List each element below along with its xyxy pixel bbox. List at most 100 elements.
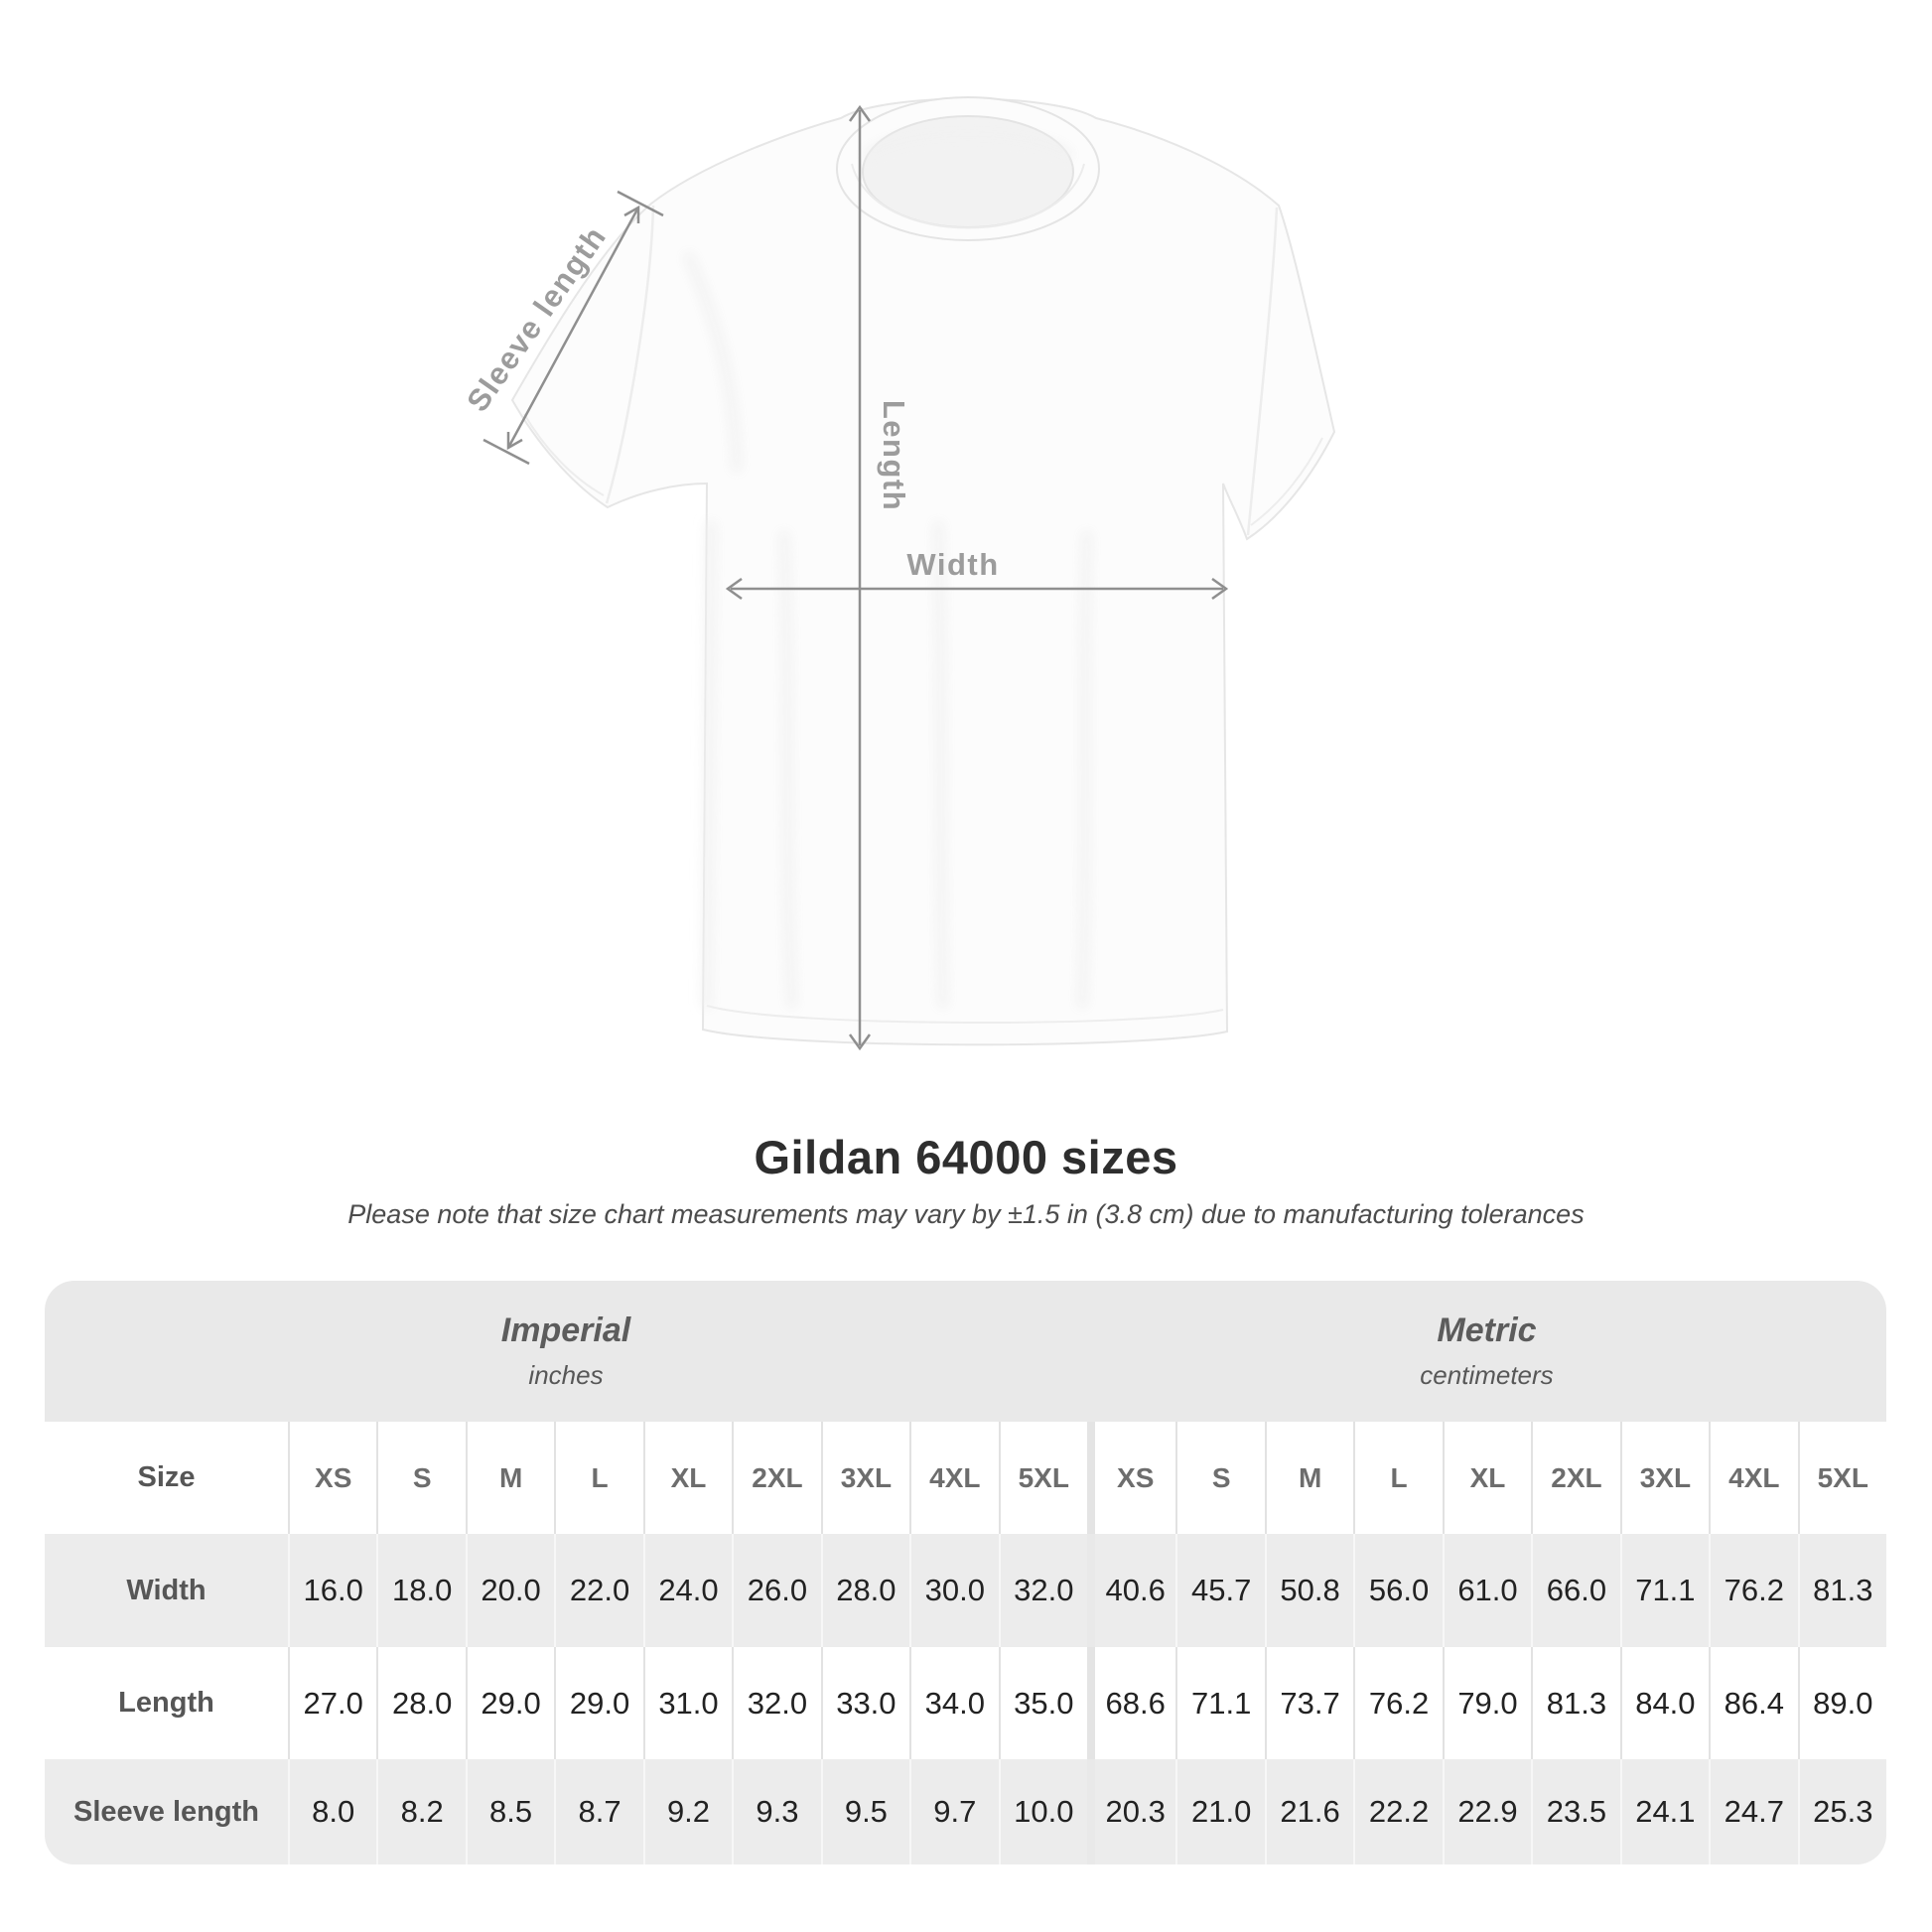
table-cell: 56.0 xyxy=(1353,1534,1442,1647)
length-dimension-label: Length xyxy=(877,400,911,511)
table-cell: 9.5 xyxy=(820,1759,909,1864)
table-cell: 24.1 xyxy=(1619,1759,1709,1864)
table-cell: 21.0 xyxy=(1175,1759,1264,1864)
table-cell: 24.0 xyxy=(642,1534,732,1647)
size-col-header: L xyxy=(1353,1422,1442,1534)
imperial-label: Imperial xyxy=(500,1311,631,1349)
table-cell: 86.4 xyxy=(1709,1647,1797,1759)
table-cell: 71.1 xyxy=(1619,1534,1709,1647)
table-cell: 27.0 xyxy=(288,1647,376,1759)
tshirt-shape xyxy=(510,96,1336,1046)
table-cell: 32.0 xyxy=(732,1647,820,1759)
table-cell: 9.3 xyxy=(732,1759,820,1864)
table-cell: 30.0 xyxy=(909,1534,998,1647)
arrow-downleft-icon xyxy=(506,432,523,451)
size-row-label: Size xyxy=(137,1461,196,1493)
size-col-header: XL xyxy=(642,1422,732,1534)
size-table: Imperial inches Metric centimeters Size … xyxy=(45,1281,1886,1864)
size-col-header: 4XL xyxy=(909,1422,998,1534)
table-cell: 45.7 xyxy=(1175,1534,1264,1647)
table-cell: 68.6 xyxy=(1086,1647,1175,1759)
tshirt-diagram: Width Length Sleeve length xyxy=(357,55,1390,1087)
table-cell: 76.2 xyxy=(1353,1647,1442,1759)
table-cell: 81.3 xyxy=(1531,1647,1619,1759)
size-col-header: 5XL xyxy=(1797,1422,1886,1534)
table-cell: 9.7 xyxy=(909,1759,998,1864)
table-cell: 24.7 xyxy=(1709,1759,1797,1864)
size-col-header: 4XL xyxy=(1709,1422,1797,1534)
imperial-header: Imperial inches xyxy=(45,1281,1087,1422)
table-cell: 50.8 xyxy=(1264,1534,1353,1647)
size-col-header: M xyxy=(465,1422,554,1534)
table-cell: 26.0 xyxy=(732,1534,820,1647)
page-title: Gildan 64000 sizes xyxy=(754,1131,1178,1183)
size-col-header: XS xyxy=(1086,1422,1175,1534)
dimension-lines xyxy=(483,104,1229,1051)
size-col-header: 2XL xyxy=(1531,1422,1619,1534)
table-row-width: Width 16.0 18.0 20.0 22.0 24.0 26.0 28.0 30.0 32… xyxy=(45,1534,1886,1647)
table-cell: 8.5 xyxy=(465,1759,554,1864)
sleeve-end-tick-bottom xyxy=(483,438,530,466)
table-cell: 22.9 xyxy=(1442,1759,1531,1864)
table-cell: 21.6 xyxy=(1264,1759,1353,1864)
table-cell: 23.5 xyxy=(1531,1759,1619,1864)
size-col-header: 3XL xyxy=(1619,1422,1709,1534)
row-label: Width xyxy=(126,1574,207,1606)
size-col-header: 2XL xyxy=(732,1422,820,1534)
width-dimension-label: Width xyxy=(906,547,999,582)
table-cell: 18.0 xyxy=(376,1534,465,1647)
size-header-row: Size XS S M L XL 2XL 3XL 4XL 5XL XS S M L XL 2XL 3XL 4XL… xyxy=(45,1422,1886,1534)
table-cell: 8.7 xyxy=(554,1759,642,1864)
metric-label: Metric xyxy=(1437,1311,1537,1349)
table-cell: 71.1 xyxy=(1175,1647,1264,1759)
table-cell: 40.6 xyxy=(1086,1534,1175,1647)
table-cell: 81.3 xyxy=(1797,1534,1886,1647)
table-row-sleeve-length: Sleeve length 8.0 8.2 8.5 8.7 9.2 9.3 9.5 9.7 10… xyxy=(45,1759,1886,1864)
arrow-upright-icon xyxy=(623,205,640,223)
arrow-up-icon xyxy=(848,104,872,122)
table-cell: 33.0 xyxy=(820,1647,909,1759)
tshirt-illustration: Width Length Sleeve length xyxy=(460,96,1336,1051)
table-cell: 84.0 xyxy=(1619,1647,1709,1759)
table-cell: 8.2 xyxy=(376,1759,465,1864)
size-col-header: S xyxy=(1175,1422,1264,1534)
table-cell: 66.0 xyxy=(1531,1534,1619,1647)
size-col-header: L xyxy=(554,1422,642,1534)
metric-header: Metric centimeters xyxy=(1087,1281,1886,1422)
table-cell: 73.7 xyxy=(1264,1647,1353,1759)
table-cell: 22.0 xyxy=(554,1534,642,1647)
table-cell: 8.0 xyxy=(288,1759,376,1864)
table-cell: 9.2 xyxy=(642,1759,732,1864)
sleeve-dimension-line xyxy=(506,207,640,449)
size-col-header: M xyxy=(1264,1422,1353,1534)
table-cell: 22.2 xyxy=(1353,1759,1442,1864)
size-col-header: 5XL xyxy=(998,1422,1087,1534)
table-cell: 20.3 xyxy=(1086,1759,1175,1864)
table-cell: 79.0 xyxy=(1442,1647,1531,1759)
table-cell: 32.0 xyxy=(998,1534,1087,1647)
table-cell: 29.0 xyxy=(554,1647,642,1759)
table-cell: 20.0 xyxy=(465,1534,554,1647)
table-cell: 89.0 xyxy=(1797,1647,1886,1759)
table-cell: 35.0 xyxy=(998,1647,1087,1759)
table-cell: 10.0 xyxy=(998,1759,1087,1864)
table-cell: 61.0 xyxy=(1442,1534,1531,1647)
table-row-length: Length 27.0 28.0 29.0 29.0 31.0 32.0 33.0 34.0 3… xyxy=(45,1647,1886,1759)
size-col-header: S xyxy=(376,1422,465,1534)
imperial-unit-label: inches xyxy=(528,1360,604,1390)
table-cell: 28.0 xyxy=(376,1647,465,1759)
row-label: Length xyxy=(118,1687,214,1719)
arrow-left-icon xyxy=(725,577,743,601)
size-col-header: 3XL xyxy=(820,1422,909,1534)
table-cell: 25.3 xyxy=(1797,1759,1886,1864)
table-cell: 31.0 xyxy=(642,1647,732,1759)
table-cell: 34.0 xyxy=(909,1647,998,1759)
arrow-down-icon xyxy=(848,1034,872,1051)
sleeve-end-tick-top xyxy=(617,190,664,217)
size-col-header: XS xyxy=(288,1422,376,1534)
arrow-right-icon xyxy=(1211,577,1229,601)
table-cell: 29.0 xyxy=(465,1647,554,1759)
size-col-header: XL xyxy=(1442,1422,1531,1534)
tolerance-note: Please note that size chart measurements… xyxy=(347,1199,1585,1229)
